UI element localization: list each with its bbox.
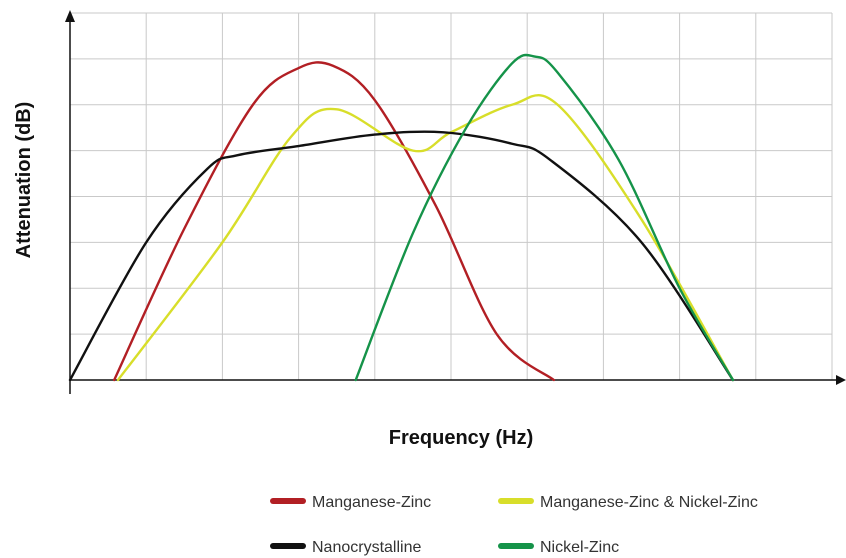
legend-label-manganese-zinc: Manganese-Zinc [312,494,431,511]
legend-swatch-manganese-zinc [270,498,306,504]
axes [65,10,846,394]
y-axis-arrow [65,10,75,22]
series-lines [68,53,735,382]
x-axis-label: Frequency (Hz) [389,427,533,449]
x-axis-arrow [836,375,846,385]
y-axis-label: Attenuation (dB) [13,102,35,259]
legend-swatch-nickel-zinc [498,543,534,549]
grid [70,12,833,380]
series-line-nanocrystalline [68,130,735,382]
series-line-manganese-zinc-nickel-zinc [116,93,735,382]
legend-label-manganese-zinc-nickel-zinc: Manganese-Zinc & Nickel-Zinc [540,494,758,511]
series-line-manganese-zinc [112,61,556,382]
legend-label-nanocrystalline: Nanocrystalline [312,539,421,556]
series-line-nickel-zinc [354,53,735,382]
legend-swatch-nanocrystalline [270,543,306,549]
legend-label-nickel-zinc: Nickel-Zinc [540,539,619,556]
legend-swatch-manganese-zinc-nickel-zinc [498,498,534,504]
legend: Manganese-Zinc Manganese-Zinc & Nickel-Zi… [270,494,758,556]
